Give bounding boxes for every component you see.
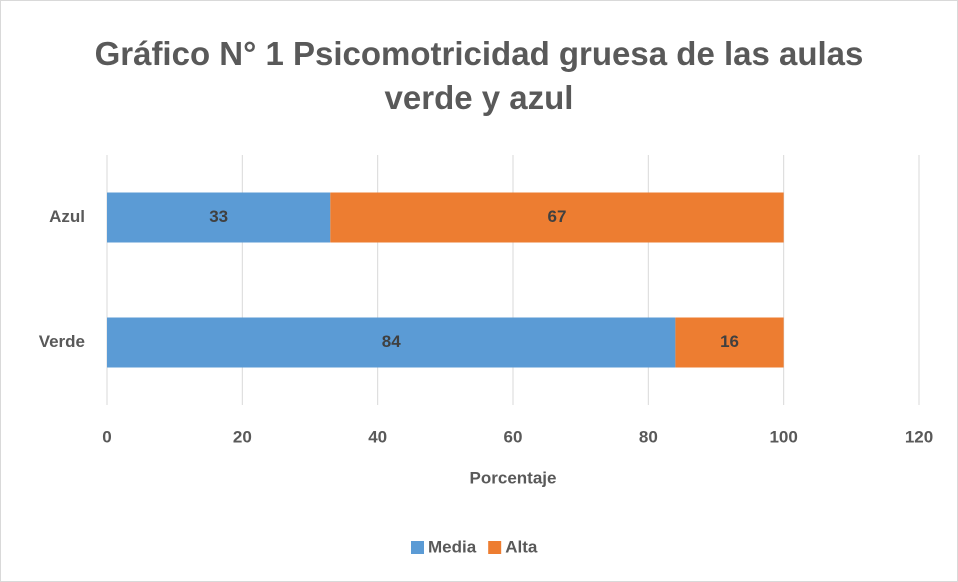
- bar-segment: [107, 192, 331, 243]
- data-label: 33: [209, 207, 228, 226]
- bar-segment: [330, 192, 784, 243]
- chart-title: Gráfico N° 1 Psicomotricidad gruesa de l…: [94, 35, 864, 116]
- y-tick-label: Verde: [39, 332, 85, 351]
- bar-segment: [107, 317, 676, 368]
- legend-swatch: [411, 541, 424, 554]
- y-tick-label: Azul: [49, 207, 85, 226]
- data-label: 84: [382, 332, 401, 351]
- x-tick-label: 40: [368, 427, 387, 446]
- x-tick-label: 80: [639, 427, 658, 446]
- x-tick-label: 20: [233, 427, 252, 446]
- x-axis-title: Porcentaje: [470, 468, 557, 487]
- x-tick-label: 60: [504, 427, 523, 446]
- x-tick-label: 100: [769, 427, 797, 446]
- legend-swatch: [488, 541, 502, 554]
- legend-label: Alta: [505, 537, 538, 556]
- x-tick-label: 120: [905, 427, 933, 446]
- legend-label: Media: [428, 537, 477, 556]
- data-label: 16: [720, 332, 739, 351]
- bar-segment: [675, 317, 784, 368]
- x-tick-label: 0: [102, 427, 111, 446]
- data-label: 67: [548, 207, 567, 226]
